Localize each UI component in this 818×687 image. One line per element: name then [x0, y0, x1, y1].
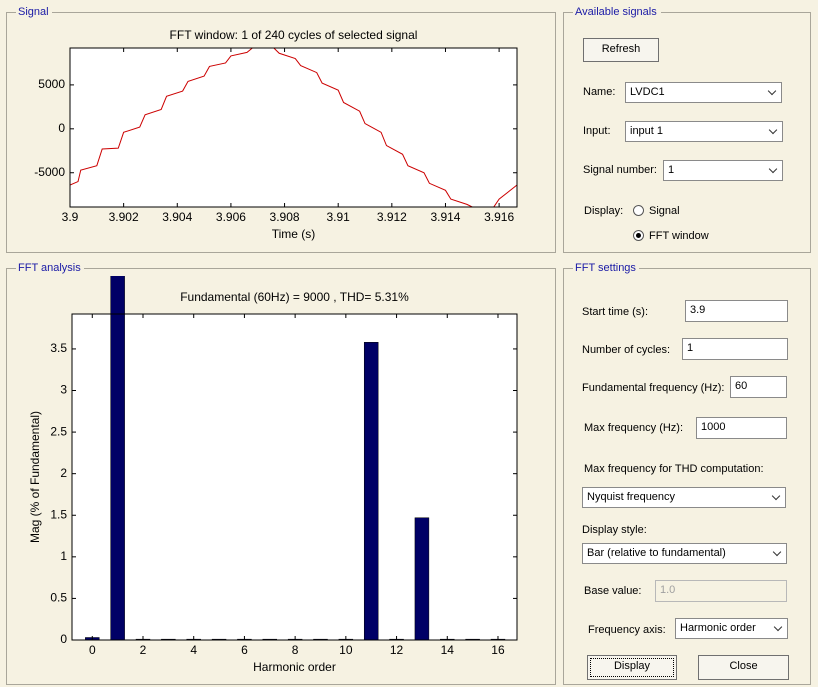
label: Max frequency (Hz):: [584, 422, 684, 434]
radio[interactable]: [633, 230, 644, 241]
y-tick-label: 1.5: [50, 507, 67, 521]
refresh-button[interactable]: Refresh: [583, 38, 659, 62]
x-tick-label: 4: [190, 643, 197, 657]
x-tick-label: 3.916: [484, 210, 514, 224]
y-tick-label: 2.5: [50, 424, 67, 438]
max-freq-input[interactable]: 1000: [696, 417, 787, 439]
y-axis-label: Mag (% of Fundamental): [28, 411, 42, 543]
y-tick-label: 0.5: [50, 591, 67, 605]
x-tick-label: 6: [241, 643, 248, 657]
x-tick-label: 10: [339, 643, 353, 657]
x-tick-label: 3.914: [430, 210, 460, 224]
y-tick-label: 5000: [38, 77, 65, 91]
display-style-dropdown[interactable]: Bar (relative to fundamental): [582, 543, 787, 564]
y-tick-label: 3: [60, 383, 67, 397]
y-tick-label: 2: [60, 466, 67, 480]
panel-title: Available signals: [575, 6, 657, 18]
title-bg: [16, 262, 84, 274]
label: Display style:: [582, 524, 647, 536]
label: Start time (s):: [582, 306, 649, 318]
panel-title: FFT settings: [575, 262, 636, 274]
bar: [363, 342, 379, 640]
x-tick-label: 3.908: [270, 210, 300, 224]
panel-titles: Signal FFT analysis Available signals FF…: [16, 6, 661, 274]
label: Name:: [583, 86, 616, 98]
title-bg: [16, 6, 52, 18]
plot-area: [72, 314, 517, 640]
thd-dropdown[interactable]: Nyquist frequency: [582, 487, 786, 508]
x-tick-label: 2: [140, 643, 147, 657]
title-bg: [573, 6, 661, 18]
x-tick-label: 3.9: [62, 210, 79, 224]
bar: [414, 517, 430, 640]
panel-title: FFT analysis: [18, 262, 81, 274]
y-tick-label: 0: [60, 632, 67, 646]
data-layer: [85, 276, 506, 640]
chart-title: Fundamental (60Hz) = 9000 , THD= 5.31%: [180, 290, 409, 304]
y-tick-label: 0: [58, 121, 65, 135]
cycles-input[interactable]: 1: [682, 338, 788, 360]
panel-frames: [6, 12, 811, 685]
signal-line: [70, 48, 517, 207]
label: Max frequency for THD computation:: [584, 463, 764, 475]
x-tick-label: 3.912: [377, 210, 407, 224]
radio[interactable]: [633, 205, 644, 216]
base-value-input: 1.0: [655, 580, 787, 602]
x-tick-label: 3.904: [162, 210, 192, 224]
fundamental-input[interactable]: 60: [730, 376, 787, 398]
label: Input:: [583, 125, 611, 137]
plot-area: [70, 48, 517, 207]
display-button[interactable]: Display: [587, 655, 677, 680]
label: Display:: [584, 205, 624, 217]
start-time-input[interactable]: 3.9: [685, 300, 788, 322]
name-dropdown[interactable]: LVDC1: [625, 82, 782, 103]
panel-title: Signal: [18, 6, 49, 18]
input-dropdown[interactable]: input 1: [625, 121, 783, 142]
title-bg: [573, 262, 639, 274]
panel-frame: [563, 12, 811, 253]
y-tick-label: -5000: [34, 165, 65, 179]
axes-box: [71, 313, 518, 641]
radio-label[interactable]: FFT window: [649, 230, 709, 242]
x-tick-label: 3.91: [327, 210, 351, 224]
panel-frame: [6, 12, 556, 253]
x-axis-label: Harmonic order: [253, 660, 336, 674]
y-tick-label: 1: [60, 549, 67, 563]
x-tick-label: 8: [292, 643, 299, 657]
data-layer: [70, 48, 517, 207]
x-tick-label: 3.906: [216, 210, 246, 224]
chart-title: FFT window: 1 of 240 cycles of selected …: [170, 28, 418, 42]
label: Frequency axis:: [588, 624, 666, 636]
panel-frame: [6, 268, 556, 685]
label: Number of cycles:: [582, 344, 671, 356]
x-tick-label: 0: [89, 643, 96, 657]
y-tick-label: 3.5: [50, 341, 67, 355]
x-tick-label: 14: [441, 643, 455, 657]
radio-label[interactable]: Signal: [649, 205, 680, 217]
x-tick-label: 12: [390, 643, 404, 657]
x-tick-label: 16: [491, 643, 505, 657]
axes-box: [69, 47, 518, 208]
label: Fundamental frequency (Hz):: [582, 382, 725, 394]
signal-number-dropdown[interactable]: 1: [663, 160, 783, 181]
x-tick-label: 3.902: [109, 210, 139, 224]
close-button[interactable]: Close: [698, 655, 789, 680]
label: Base value:: [584, 585, 642, 597]
label: Signal number:: [583, 164, 657, 176]
panel-frame: [563, 268, 811, 685]
x-axis-label: Time (s): [272, 227, 316, 241]
frequency-axis-dropdown[interactable]: Harmonic order: [675, 618, 788, 639]
